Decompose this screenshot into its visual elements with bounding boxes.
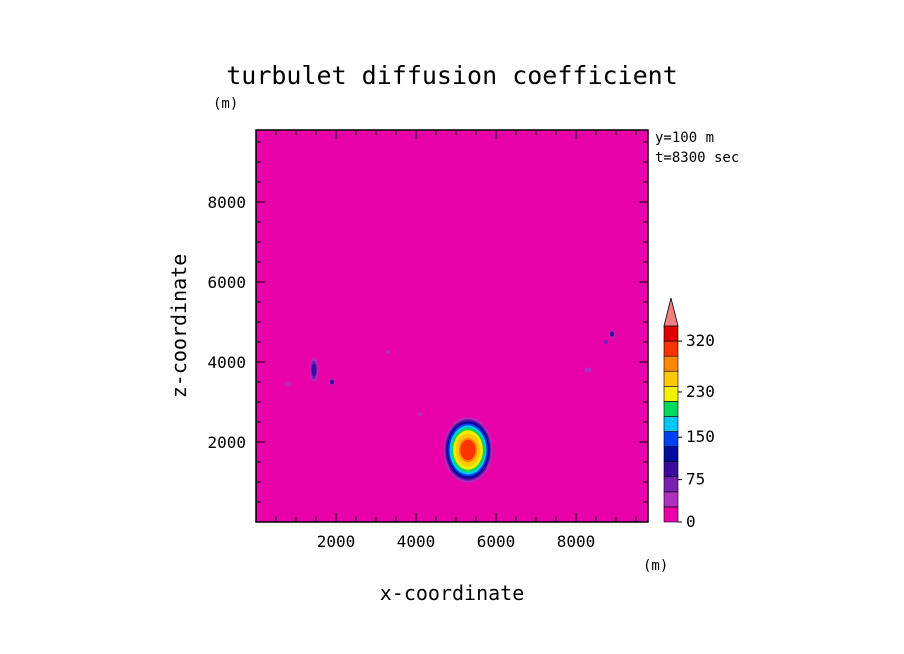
colorbar-tick-label: 150 bbox=[686, 427, 715, 446]
contour-level bbox=[311, 363, 317, 377]
y-axis-label: z-coordinate bbox=[167, 254, 191, 399]
colorbar-swatch bbox=[663, 491, 679, 508]
colorbar-swatch bbox=[663, 461, 679, 478]
contour-level bbox=[330, 379, 334, 385]
x-tick-label: 2000 bbox=[317, 532, 356, 551]
colorbar-swatch bbox=[663, 340, 679, 357]
colorbar-swatch bbox=[663, 446, 679, 462]
contour-level bbox=[584, 367, 592, 373]
contour-feature bbox=[285, 381, 291, 387]
colorbar-tick-label: 320 bbox=[686, 331, 715, 350]
y-unit-label: (m) bbox=[213, 96, 238, 112]
contour-level bbox=[386, 350, 390, 354]
x-axis-label: x-coordinate bbox=[380, 581, 525, 605]
colorbar-tick-label: 230 bbox=[686, 382, 715, 401]
colorbar: 0 75 150 230 320 bbox=[663, 297, 715, 531]
annotation-y: y=100 m bbox=[655, 130, 714, 146]
colorbar-swatch bbox=[663, 370, 679, 387]
contour-level bbox=[286, 382, 290, 386]
ticks-layer: 2000 4000 6000 8000 2000 4000 6000 8000 bbox=[207, 130, 648, 551]
x-tick-label: 4000 bbox=[397, 532, 436, 551]
x-tick-label: 6000 bbox=[477, 532, 516, 551]
colorbar-swatch bbox=[663, 416, 679, 432]
contour-feature bbox=[418, 412, 422, 416]
colorbar-swatch bbox=[663, 476, 679, 493]
x-tick-label: 8000 bbox=[557, 532, 596, 551]
contour-level bbox=[604, 340, 608, 344]
plot-area: 2000 4000 6000 8000 2000 4000 6000 8000 bbox=[207, 129, 649, 551]
colorbar-extend-arrow bbox=[663, 297, 679, 327]
y-tick-label: 8000 bbox=[207, 193, 246, 212]
colorbar-swatch bbox=[663, 355, 679, 372]
y-tick-label: 2000 bbox=[207, 433, 246, 452]
colorbar-swatch bbox=[663, 386, 679, 402]
colorbar-tick-label: 75 bbox=[686, 470, 705, 489]
colorbar-swatch bbox=[663, 431, 679, 447]
plot-frame bbox=[255, 129, 649, 523]
contour-feature bbox=[608, 329, 616, 339]
contour-level bbox=[610, 331, 614, 337]
x-unit-label: (m) bbox=[643, 558, 668, 574]
chart-title: turbulet diffusion coefficient bbox=[226, 61, 678, 90]
contour-feature bbox=[583, 366, 593, 374]
colorbar-swatch bbox=[663, 401, 679, 417]
y-tick-label: 6000 bbox=[207, 273, 246, 292]
contour-level bbox=[418, 412, 422, 416]
contour-feature bbox=[442, 416, 494, 484]
colorbar-swatch bbox=[663, 506, 679, 523]
colorbar-swatch bbox=[663, 325, 679, 342]
contour-feature bbox=[603, 339, 609, 345]
contour-feature bbox=[386, 350, 390, 354]
colorbar-tick-label: 0 bbox=[686, 512, 696, 531]
contour-layer bbox=[285, 329, 616, 484]
contour-feature bbox=[309, 356, 319, 384]
contour-feature bbox=[328, 377, 336, 387]
annotation-t: t=8300 sec bbox=[655, 150, 739, 166]
contour-level bbox=[460, 439, 476, 461]
y-tick-label: 4000 bbox=[207, 353, 246, 372]
